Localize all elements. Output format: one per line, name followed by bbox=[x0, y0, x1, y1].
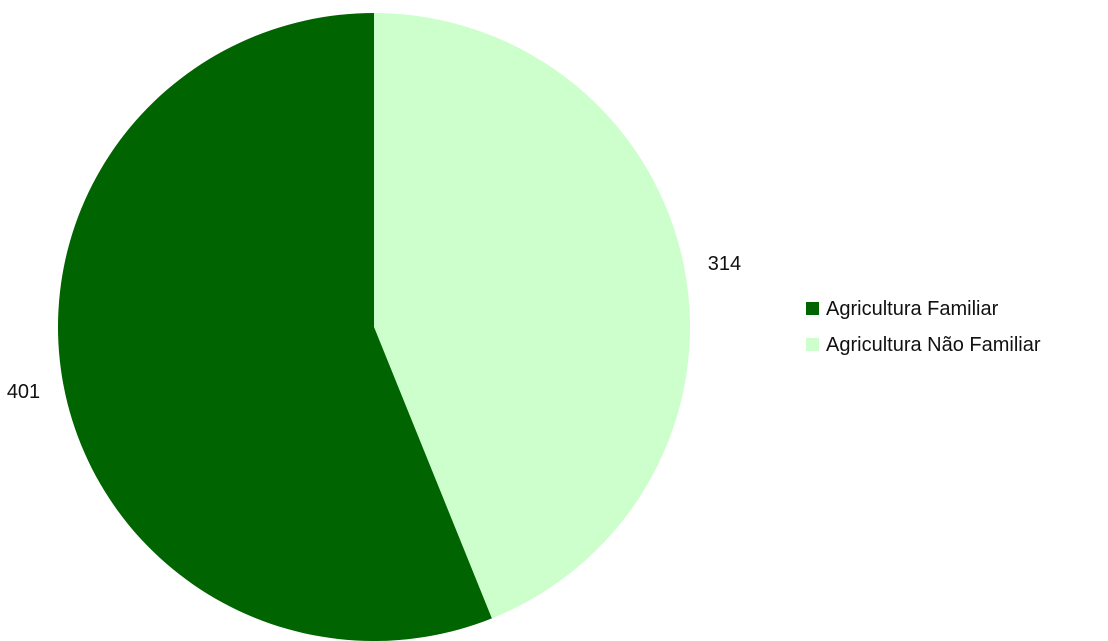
legend-item: Agricultura Não Familiar bbox=[806, 334, 1041, 356]
slice-value-label: 314 bbox=[708, 253, 741, 275]
chart-legend: Agricultura Familiar Agricultura Não Fami… bbox=[806, 298, 1041, 356]
pie-slice-agricultura-nao-familiar bbox=[374, 13, 691, 619]
pie-value-labels: 314 401 bbox=[7, 253, 741, 403]
slice-value-label: 401 bbox=[7, 381, 40, 403]
pie-slices bbox=[58, 13, 691, 641]
legend-label: Agricultura Não Familiar bbox=[826, 334, 1041, 356]
legend-swatch bbox=[806, 302, 819, 315]
legend-swatch bbox=[806, 338, 819, 351]
pie-slice-agricultura-familiar bbox=[58, 13, 492, 641]
legend-item: Agricultura Familiar bbox=[806, 298, 999, 320]
legend-label: Agricultura Familiar bbox=[826, 298, 999, 320]
